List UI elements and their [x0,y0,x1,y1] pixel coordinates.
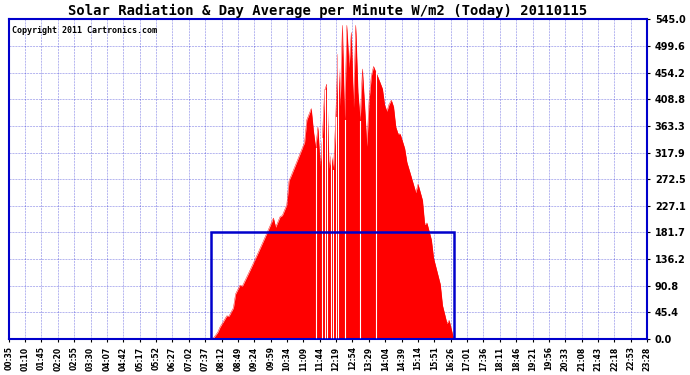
Text: Copyright 2011 Cartronics.com: Copyright 2011 Cartronics.com [12,26,157,35]
Title: Solar Radiation & Day Average per Minute W/m2 (Today) 20110115: Solar Radiation & Day Average per Minute… [68,4,588,18]
Bar [211,232,453,339]
